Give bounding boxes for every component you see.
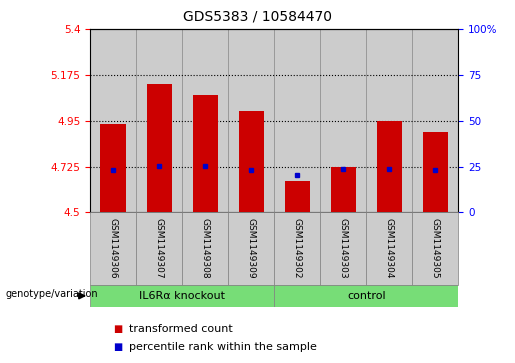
Text: GSM1149303: GSM1149303 [339,218,348,279]
Bar [376,121,402,212]
Text: IL6Rα knockout: IL6Rα knockout [139,291,225,301]
Bar [146,84,172,212]
Bar [274,29,320,212]
Text: percentile rank within the sample: percentile rank within the sample [129,342,317,352]
Text: GDS5383 / 10584470: GDS5383 / 10584470 [183,9,332,23]
Text: ■: ■ [113,342,123,352]
Bar [366,29,413,212]
Bar [182,29,228,212]
FancyBboxPatch shape [182,212,228,285]
Bar [193,95,218,212]
Text: GSM1149304: GSM1149304 [385,218,394,279]
Text: GSM1149307: GSM1149307 [154,218,164,279]
Text: genotype/variation: genotype/variation [5,289,98,299]
FancyBboxPatch shape [228,212,274,285]
Bar [274,285,458,307]
FancyBboxPatch shape [136,212,182,285]
Bar [136,29,182,212]
Text: ■: ■ [113,323,123,334]
Bar [423,132,448,212]
Bar [100,124,126,212]
Text: GSM1149305: GSM1149305 [431,218,440,279]
Text: transformed count: transformed count [129,323,232,334]
FancyBboxPatch shape [413,212,458,285]
Text: GSM1149302: GSM1149302 [293,218,302,279]
FancyBboxPatch shape [274,212,320,285]
FancyBboxPatch shape [320,212,366,285]
Bar [331,167,356,212]
Bar [90,29,136,212]
Text: GSM1149306: GSM1149306 [109,218,117,279]
Text: control: control [347,291,386,301]
Bar [90,285,274,307]
FancyBboxPatch shape [366,212,413,285]
Bar [238,110,264,212]
FancyBboxPatch shape [90,212,136,285]
Bar [285,181,310,212]
Bar [413,29,458,212]
Text: GSM1149309: GSM1149309 [247,218,256,279]
Bar [228,29,274,212]
Bar [320,29,366,212]
Text: GSM1149308: GSM1149308 [201,218,210,279]
